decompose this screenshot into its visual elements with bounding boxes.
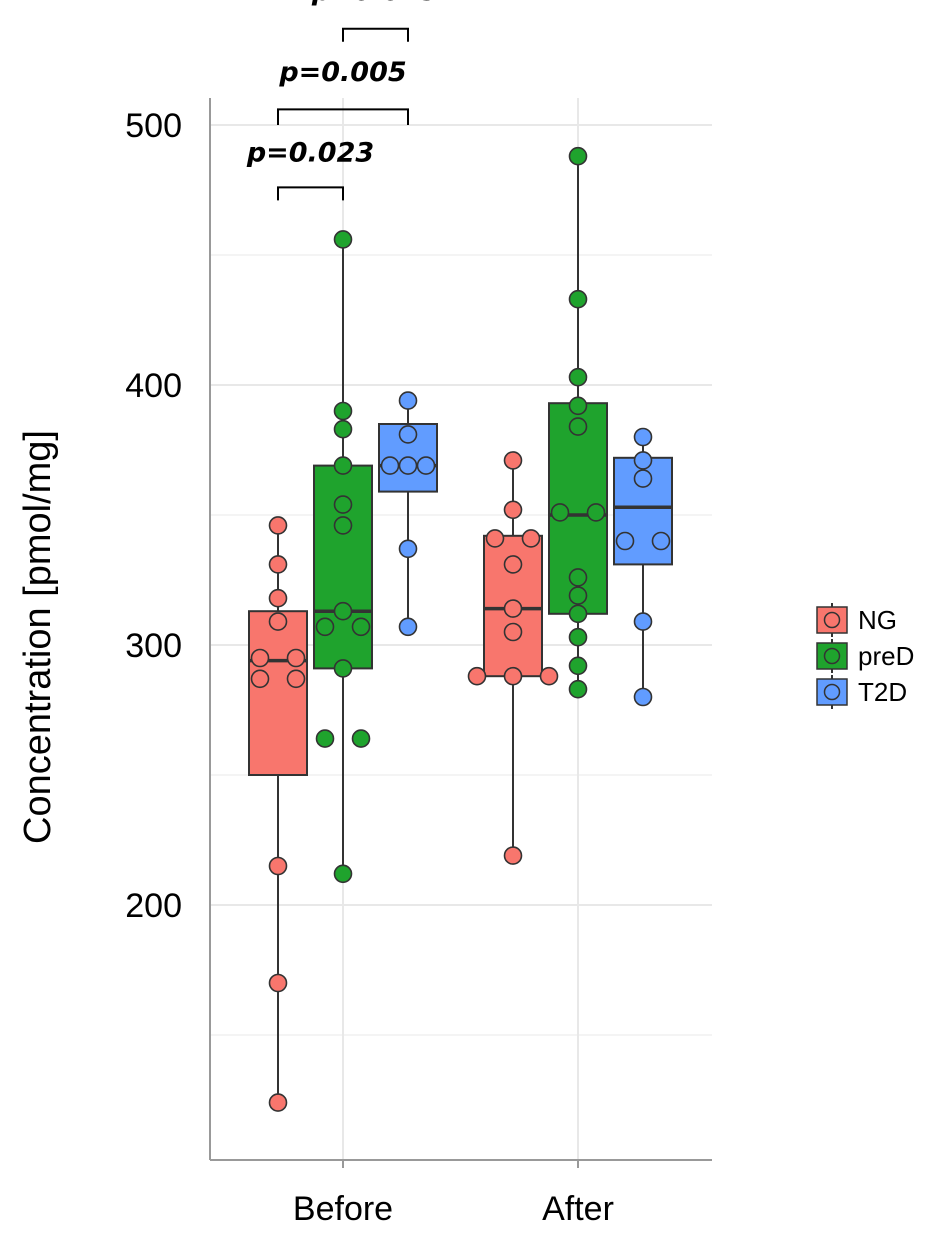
data-point-NG: [250, 648, 270, 668]
data-point-T2D: [633, 687, 653, 707]
box-NG: [248, 610, 308, 777]
data-point-T2D: [398, 425, 418, 444]
data-point-T2D: [398, 456, 418, 475]
data-point-T2D: [398, 617, 418, 637]
data-point-preD: [333, 456, 353, 475]
data-point-NG: [503, 622, 523, 642]
data-point-preD: [568, 627, 588, 647]
data-point-preD: [333, 516, 353, 535]
data-point-T2D: [633, 451, 653, 470]
data-point-preD: [333, 419, 353, 439]
data-point-T2D: [633, 469, 653, 488]
box-layer: [248, 156, 673, 1103]
data-point-preD: [586, 503, 606, 522]
y-tick-label: 200: [125, 887, 182, 925]
data-point-preD: [568, 367, 588, 387]
data-point-NG: [485, 529, 505, 548]
legend: NG preD T2D: [816, 603, 914, 709]
data-point-NG: [250, 669, 270, 689]
x-tick-label: After: [542, 1190, 614, 1228]
data-point-preD: [333, 495, 353, 514]
data-point-NG: [539, 666, 559, 686]
data-point-preD: [568, 679, 588, 699]
data-point-NG: [503, 666, 523, 686]
significance-bracket: [342, 27, 409, 42]
legend-key-point: [823, 611, 841, 629]
data-point-T2D: [615, 531, 635, 551]
data-point-preD: [568, 586, 588, 605]
data-point-preD: [315, 729, 335, 748]
data-point-NG: [503, 451, 523, 470]
point-layer: [250, 146, 671, 1112]
data-point-preD: [568, 289, 588, 309]
data-point-preD: [333, 864, 353, 884]
data-point-NG: [467, 666, 487, 686]
data-point-preD: [550, 503, 570, 522]
data-point-NG: [286, 648, 306, 668]
data-point-preD: [568, 568, 588, 587]
legend-label-preD: preD: [858, 641, 914, 671]
data-point-NG: [503, 500, 523, 520]
data-point-preD: [333, 659, 353, 678]
y-tick-label: 300: [125, 627, 182, 665]
data-point-NG: [521, 529, 541, 548]
data-point-NG: [503, 599, 523, 618]
x-tick-label: Before: [293, 1190, 393, 1228]
significance-bracket: [277, 186, 344, 201]
y-tick-label: 500: [125, 107, 182, 145]
data-point-NG: [268, 516, 288, 535]
data-point-NG: [268, 1093, 288, 1112]
data-point-NG: [268, 555, 288, 574]
data-point-NG: [268, 612, 288, 631]
data-point-T2D: [651, 531, 671, 551]
data-point-preD: [351, 729, 371, 748]
y-tick-label: 400: [125, 367, 182, 405]
data-point-T2D: [380, 456, 400, 475]
p-value-label: p=0.019: [311, 0, 439, 7]
data-point-preD: [333, 401, 353, 421]
data-point-T2D: [633, 612, 653, 631]
data-point-preD: [568, 396, 588, 416]
axis-layer: Concentration [pmol/mg] 200 300 400 500 Befo…: [17, 98, 712, 1228]
data-point-preD: [568, 604, 588, 624]
data-point-preD: [315, 617, 335, 637]
legend-key-point: [823, 683, 841, 701]
data-point-NG: [268, 973, 288, 993]
legend-key-point: [823, 647, 841, 665]
data-point-preD: [333, 230, 353, 249]
data-point-NG: [268, 588, 288, 608]
data-point-NG: [503, 555, 523, 574]
data-point-preD: [568, 146, 588, 166]
annotation-layer: p=0.019 p=0.005 p=0.023: [246, 0, 439, 201]
data-point-T2D: [398, 539, 418, 559]
data-point-T2D: [416, 456, 436, 475]
data-point-preD: [568, 417, 588, 436]
significance-bracket: [277, 108, 409, 125]
data-point-T2D: [633, 427, 653, 447]
data-point-T2D: [398, 391, 418, 410]
p-value-label: p=0.005: [278, 57, 406, 88]
data-point-NG: [268, 856, 288, 876]
data-point-NG: [503, 846, 523, 865]
p-value-label: p=0.023: [246, 137, 374, 168]
data-point-preD: [351, 617, 371, 637]
data-point-preD: [333, 601, 353, 621]
legend-label-NG: NG: [858, 605, 897, 635]
data-point-preD: [568, 656, 588, 676]
data-point-NG: [286, 669, 306, 689]
y-axis-title: Concentration [pmol/mg]: [17, 430, 59, 844]
legend-label-T2D: T2D: [858, 677, 907, 707]
